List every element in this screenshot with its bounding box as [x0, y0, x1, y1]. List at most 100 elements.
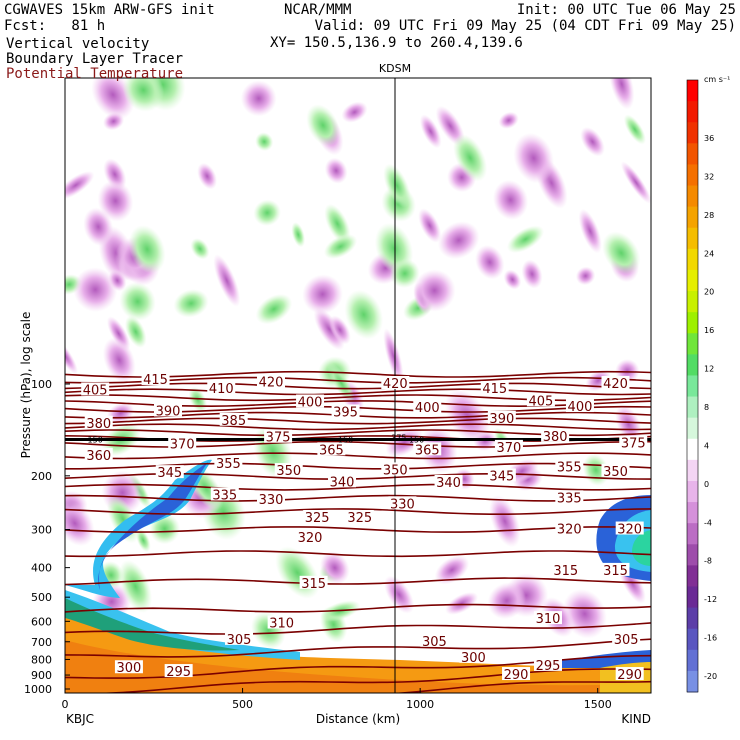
- updraft-cell: [323, 234, 358, 259]
- colorbar-label: -12: [704, 595, 717, 604]
- theta-label-bg: [225, 631, 254, 645]
- colorbar-swatch: [687, 502, 698, 524]
- theta-label-bg: [219, 412, 248, 426]
- theta-label-bg: [153, 403, 182, 417]
- theta-label: 380: [543, 430, 568, 445]
- colorbar-label: 24: [704, 249, 714, 258]
- colorbar-label: 28: [704, 211, 714, 220]
- tracer-left-lobe-core: [65, 598, 240, 651]
- downdraft-cell: [413, 269, 456, 312]
- downdraft-cell: [503, 269, 522, 290]
- theta-label-bg: [601, 562, 630, 576]
- theta-label-bg: [459, 649, 488, 663]
- colorbar-swatch: [687, 396, 698, 419]
- updraft-cell: [602, 231, 641, 275]
- x-tick-label: 1500: [584, 698, 612, 711]
- theta-label: 315: [603, 564, 628, 579]
- colorbar-swatch: [687, 459, 698, 482]
- colorbar-swatch: [687, 291, 698, 313]
- downdraft-cell: [445, 592, 479, 615]
- theta-label: 300: [117, 661, 142, 676]
- extra-label: 150: [338, 435, 353, 444]
- theta-label: 385: [221, 414, 246, 429]
- theta-label-bg: [303, 509, 332, 523]
- theta-contour: [65, 494, 651, 502]
- colorbar-swatch: [687, 185, 698, 208]
- y-tick-label: 300: [31, 524, 52, 537]
- theta-label-bg: [615, 521, 644, 535]
- theta-contour: [65, 622, 651, 635]
- theta-label-bg: [526, 393, 555, 407]
- theta-label: 350: [603, 465, 628, 480]
- downdraft-cell: [580, 126, 605, 157]
- colorbar-swatch: [687, 80, 698, 102]
- theta-label: 365: [415, 443, 440, 458]
- colorbar-unit: cm s⁻¹: [704, 75, 730, 84]
- theta-label-bg: [388, 496, 417, 510]
- theta-label: 415: [482, 382, 507, 397]
- theta-label-bg: [534, 611, 563, 625]
- theta-label: 390: [489, 412, 514, 427]
- plot-frame: [64, 77, 652, 694]
- theta-label: 370: [170, 438, 195, 453]
- theta-label: 415: [143, 373, 168, 388]
- theta-label-bg: [480, 381, 509, 395]
- colorbar-label: 8: [704, 403, 709, 412]
- y-tick-label: 700: [31, 636, 52, 649]
- colorbar-swatch: [687, 607, 698, 630]
- downdraft-cell: [437, 221, 480, 260]
- theta-label-bg: [555, 521, 584, 535]
- colorbar-swatch: [687, 417, 698, 440]
- downdraft-cell: [65, 500, 95, 547]
- updraft-cell: [255, 132, 274, 152]
- downdraft-cell: [324, 157, 348, 184]
- updraft-cell: [506, 225, 545, 253]
- downdraft-cell: [578, 208, 602, 254]
- theta-label: 370: [497, 441, 522, 456]
- theta-label-bg: [256, 491, 285, 505]
- downdraft-cell: [384, 575, 415, 614]
- updraft-cell: [173, 289, 209, 318]
- updraft-cell: [118, 559, 153, 613]
- y-tick-label: 100: [31, 378, 52, 391]
- y-tick-label: 1000: [24, 683, 52, 696]
- updraft-cell: [190, 238, 210, 260]
- theta-label-bg: [487, 410, 516, 424]
- downdraft-cell: [492, 179, 529, 220]
- colorbar-label: -16: [704, 634, 717, 643]
- downdraft-cell: [313, 307, 345, 351]
- colorbar-swatch: [687, 649, 698, 672]
- theta-contour: [65, 388, 651, 396]
- theta-contour: [65, 550, 651, 558]
- theta-label: 315: [553, 564, 578, 579]
- y-tick-label: 200: [31, 470, 52, 483]
- theta-label-bg: [551, 562, 580, 576]
- colorbar-label: 4: [704, 441, 709, 450]
- theta-label-bg: [256, 374, 285, 388]
- theta-label-bg: [487, 468, 516, 482]
- downdraft-cell: [475, 244, 505, 280]
- theta-label: 305: [422, 635, 447, 650]
- theta-contour: [392, 680, 651, 693]
- colorbar-label: 32: [704, 172, 714, 181]
- theta-label-bg: [534, 657, 563, 671]
- downdraft-cell: [383, 328, 404, 384]
- downdraft-cell: [498, 111, 519, 129]
- right-station-label: KIND: [621, 712, 651, 726]
- theta-label: 355: [557, 461, 582, 476]
- theta-label: 335: [557, 491, 582, 506]
- theta-label-bg: [296, 394, 325, 408]
- title-line-3: Vertical velocity: [6, 36, 150, 52]
- extra-label: 375: [391, 434, 406, 443]
- theta-contour: [65, 526, 651, 533]
- theta-label: 335: [212, 488, 237, 503]
- theta-contour: [65, 417, 651, 425]
- theta-label: 360: [86, 449, 111, 464]
- colorbar-label: -4: [704, 518, 712, 527]
- theta-label: 350: [276, 464, 301, 479]
- colorbar-label: 36: [704, 134, 714, 143]
- colorbar-swatch: [687, 143, 698, 165]
- theta-label: 345: [157, 466, 182, 481]
- theta-label-bg: [264, 429, 293, 443]
